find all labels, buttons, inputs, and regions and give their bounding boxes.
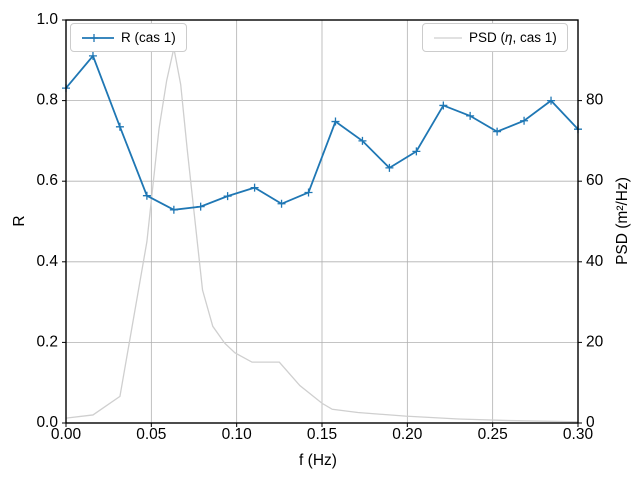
svg-text:0.20: 0.20 [392, 426, 423, 443]
svg-text:0.05: 0.05 [136, 426, 166, 443]
svg-text:80: 80 [586, 92, 604, 109]
svg-text:0.15: 0.15 [307, 426, 337, 443]
svg-text:20: 20 [586, 333, 604, 350]
svg-text:40: 40 [586, 253, 604, 270]
svg-text:0.8: 0.8 [36, 92, 58, 109]
svg-text:0.6: 0.6 [36, 172, 58, 189]
svg-text:0.10: 0.10 [222, 426, 253, 443]
svg-text:1.0: 1.0 [36, 11, 58, 28]
svg-text:0.0: 0.0 [36, 414, 58, 431]
svg-text:0.25: 0.25 [478, 426, 508, 443]
svg-text:0.4: 0.4 [36, 253, 58, 270]
svg-text:0: 0 [586, 414, 595, 431]
svg-text:0.2: 0.2 [36, 333, 58, 350]
svg-text:60: 60 [586, 172, 604, 189]
